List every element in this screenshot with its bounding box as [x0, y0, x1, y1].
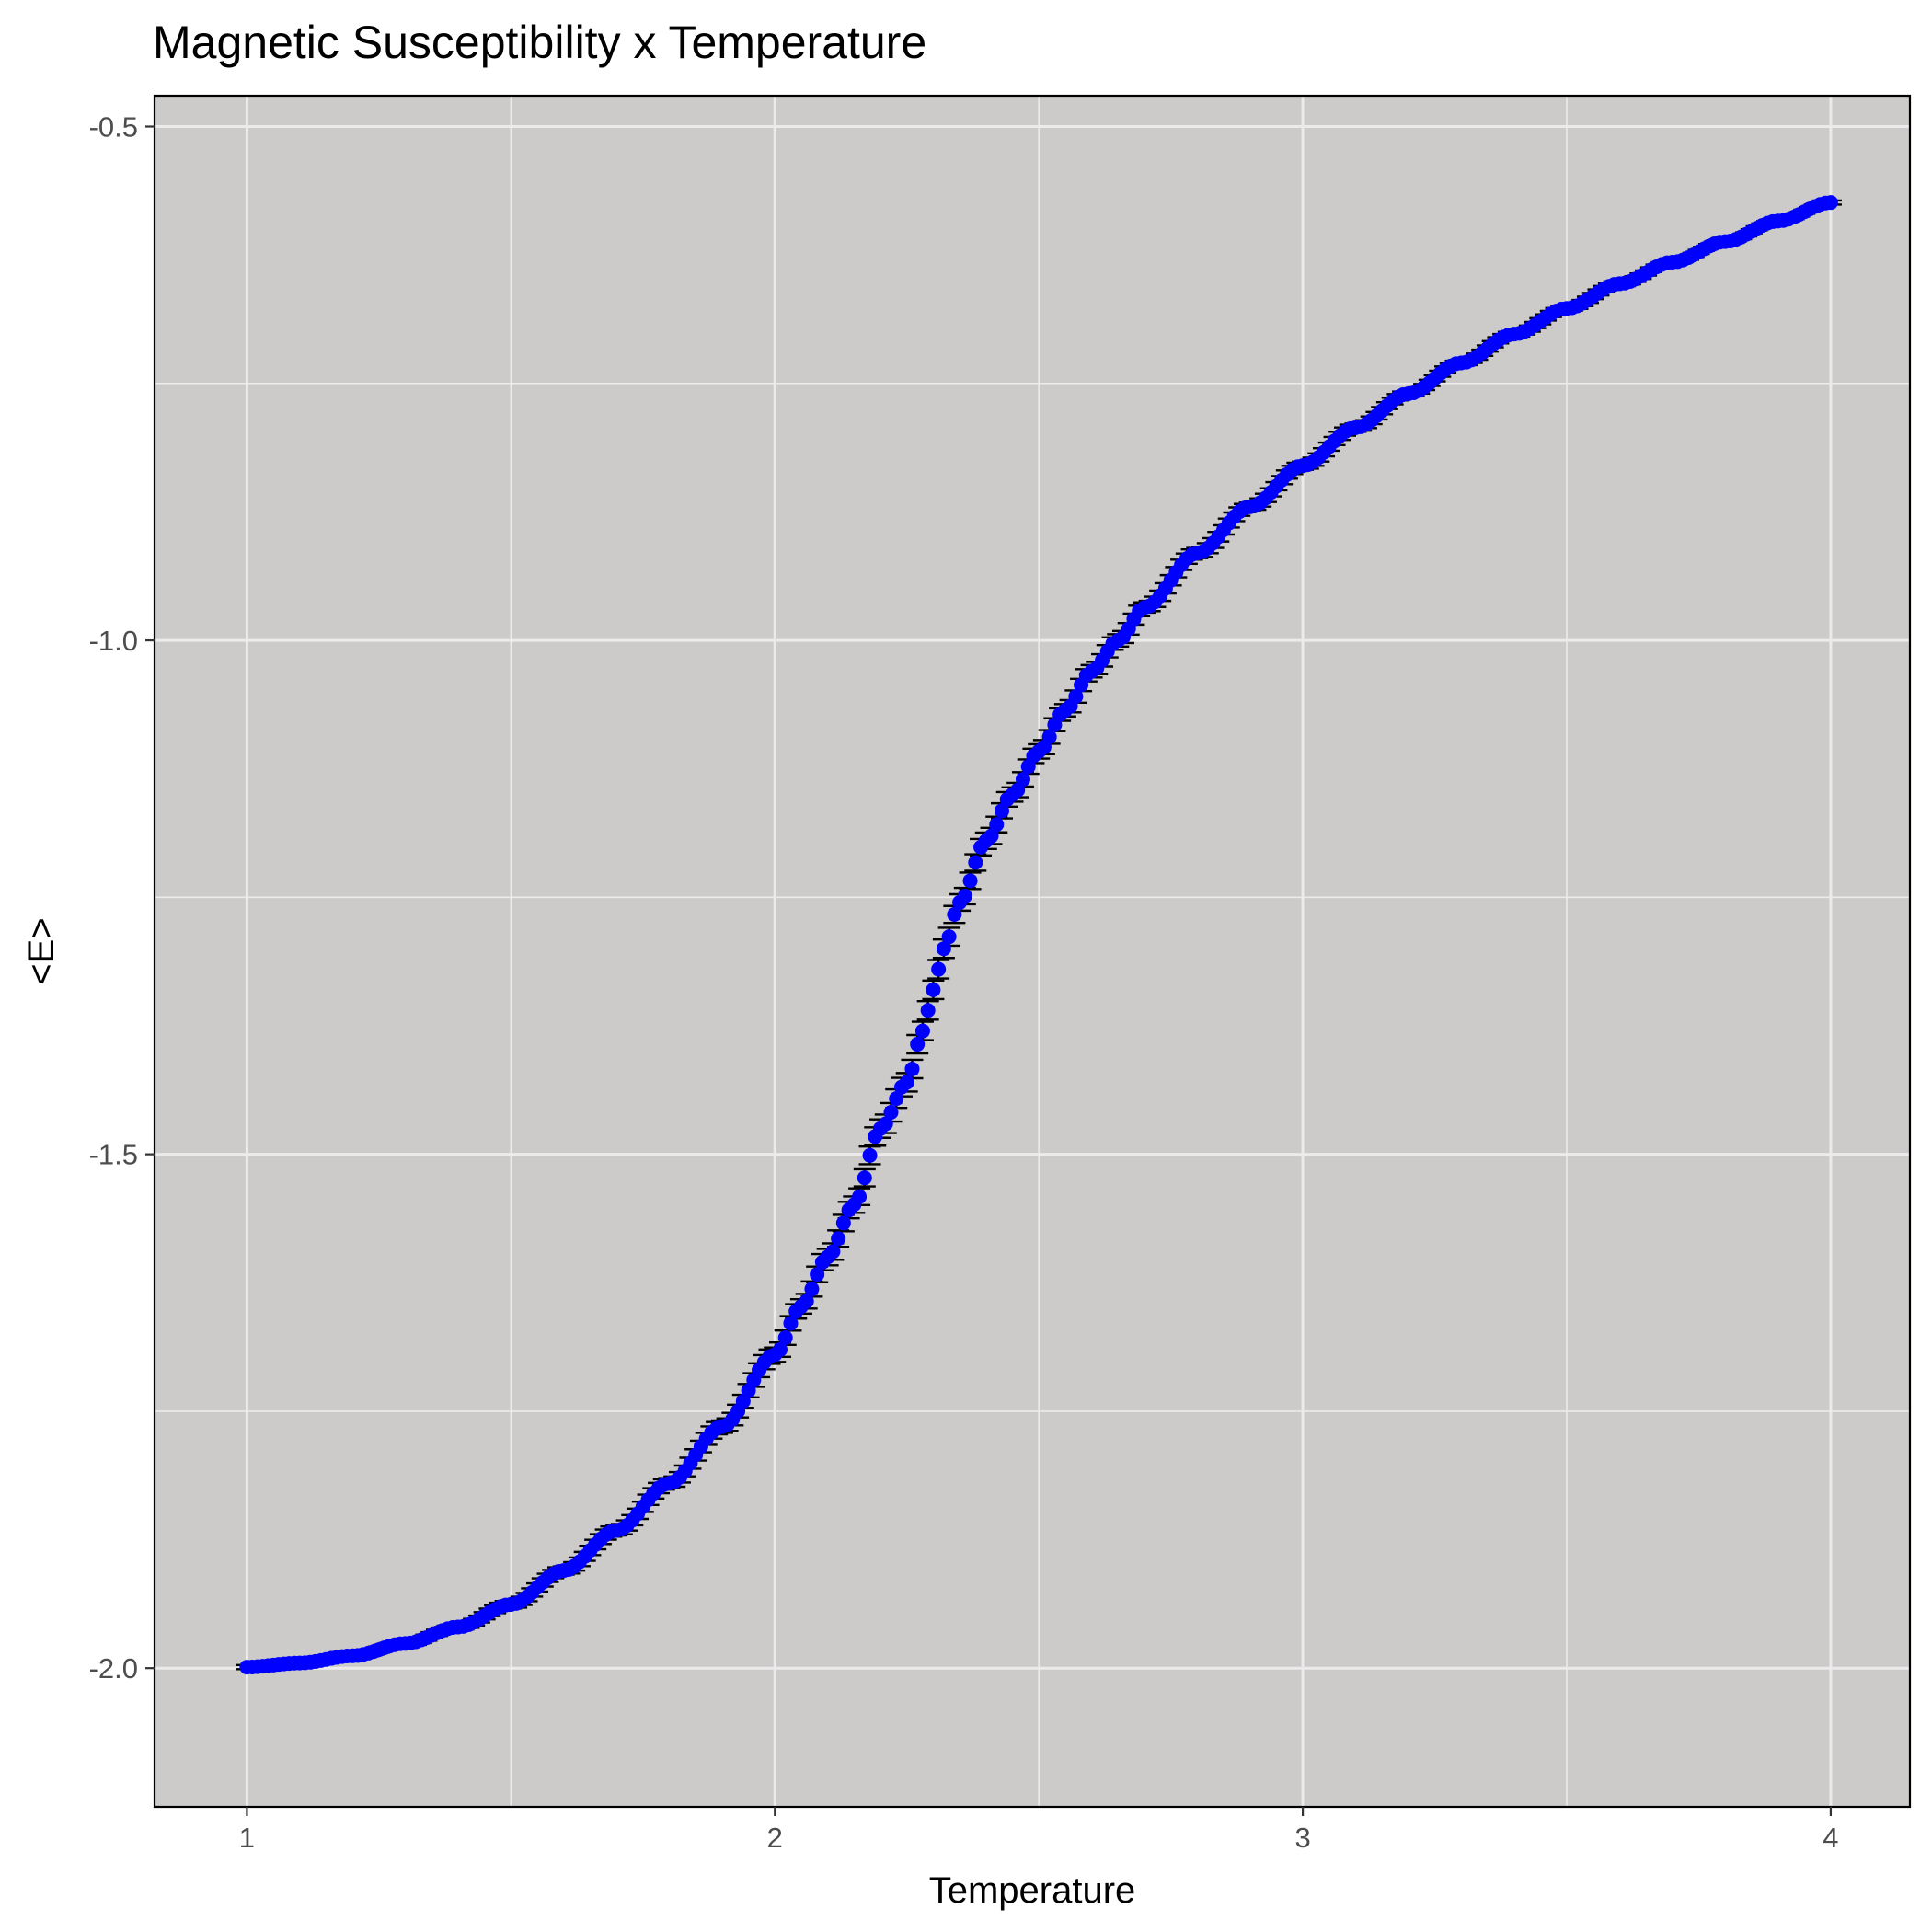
data-point	[995, 803, 1010, 819]
x-tick-label: 2	[767, 1822, 783, 1854]
plot-panel	[155, 96, 1910, 1807]
x-tick-label: 4	[1823, 1822, 1838, 1854]
data-point	[1015, 772, 1030, 788]
data-point	[1823, 195, 1838, 211]
data-point	[852, 1189, 868, 1204]
data-point	[936, 941, 951, 957]
data-points	[239, 195, 1838, 1675]
x-axis: 1 2 3 4	[239, 1807, 1839, 1854]
data-point	[1068, 689, 1084, 705]
y-tick-label: -2.0	[89, 1652, 138, 1685]
data-point	[889, 1091, 904, 1107]
y-axis-title: <E>	[21, 917, 62, 984]
data-point	[941, 929, 957, 945]
data-point	[857, 1170, 872, 1186]
data-point	[920, 1003, 936, 1018]
data-point	[799, 1294, 814, 1309]
data-point	[947, 906, 962, 922]
y-tick-label: -0.5	[89, 111, 138, 144]
data-point	[904, 1061, 920, 1076]
data-point	[899, 1075, 914, 1090]
data-point	[1041, 729, 1057, 744]
x-tick-label: 1	[239, 1822, 255, 1854]
x-axis-title: Temperature	[929, 1870, 1136, 1911]
data-point	[862, 1147, 878, 1163]
data-point	[914, 1023, 930, 1039]
data-point	[878, 1116, 893, 1132]
data-point	[962, 873, 978, 889]
data-point	[804, 1282, 820, 1297]
chart-title: Magnetic Susceptibility x Temperature	[153, 17, 926, 68]
data-point	[983, 828, 999, 844]
data-point	[926, 982, 941, 997]
data-point	[910, 1037, 926, 1052]
data-point	[777, 1329, 793, 1345]
minor-grid	[155, 96, 1910, 1807]
major-grid	[155, 96, 1910, 1807]
data-point	[835, 1215, 851, 1231]
data-point	[831, 1231, 846, 1247]
x-tick-label: 3	[1294, 1822, 1310, 1854]
data-point	[810, 1267, 825, 1282]
y-tick-label: -1.0	[89, 625, 138, 657]
data-point	[968, 855, 983, 870]
data-point	[825, 1244, 841, 1259]
data-point	[772, 1342, 788, 1358]
data-point	[931, 961, 947, 977]
data-point	[989, 817, 1005, 833]
panel-border	[153, 94, 1912, 1809]
data-point	[883, 1105, 899, 1121]
data-point	[783, 1316, 799, 1331]
y-tick-label: -1.5	[89, 1139, 138, 1171]
data-point	[957, 888, 972, 903]
y-axis: -2.0 -1.5 -1.0 -0.5	[89, 111, 155, 1685]
